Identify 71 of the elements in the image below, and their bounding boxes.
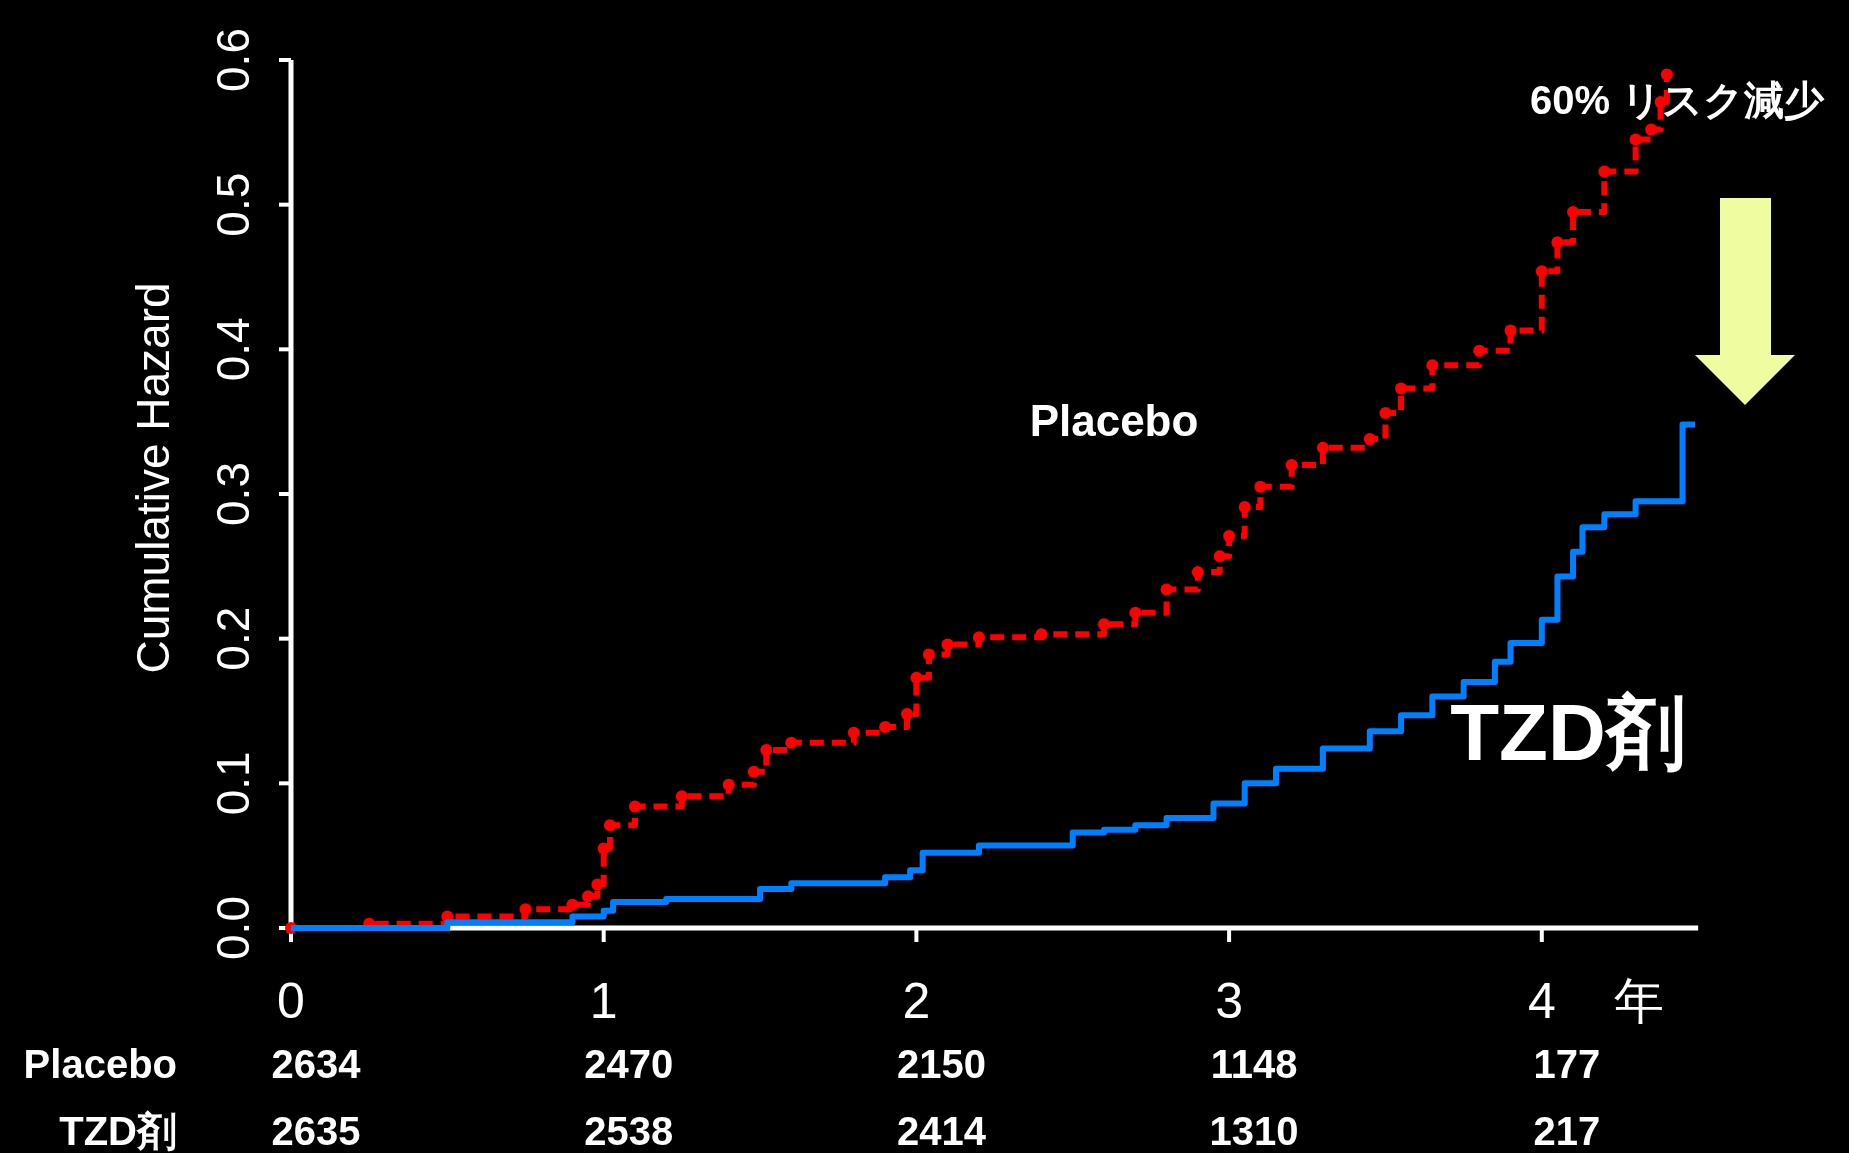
point — [519, 903, 532, 916]
y-axis-title: Cumulative Hazard — [127, 282, 179, 674]
point — [747, 765, 760, 778]
point — [597, 842, 610, 855]
text: 1148 — [1210, 1042, 1298, 1086]
text: 2414 — [896, 1109, 987, 1153]
text: 2635 — [271, 1109, 361, 1153]
y-tick-label: 0.5 — [207, 172, 259, 237]
point — [847, 726, 860, 739]
annotation: 60% リスク減少 — [1529, 78, 1826, 122]
point — [1285, 459, 1298, 472]
point — [1129, 606, 1142, 619]
y-tick-label: 0.2 — [207, 606, 259, 671]
x-tick-label: 3 — [1215, 973, 1244, 1029]
text: TZD剤 — [59, 1109, 177, 1153]
point — [1660, 68, 1673, 81]
x-tick-label: 2 — [902, 973, 931, 1029]
point — [1191, 566, 1204, 579]
x-tick-label: 1 — [589, 973, 618, 1029]
point — [1473, 344, 1486, 357]
y-tick-label: 0.6 — [207, 28, 259, 92]
point — [603, 819, 616, 832]
y-tick-label: 0.0 — [207, 896, 259, 960]
text: 2634 — [271, 1042, 362, 1086]
y-tick-label: 0.4 — [207, 317, 259, 382]
point — [1098, 618, 1111, 631]
point — [941, 638, 954, 651]
point — [879, 720, 892, 733]
point — [566, 898, 579, 911]
point — [1316, 441, 1329, 454]
point — [1035, 628, 1048, 641]
point — [785, 736, 798, 749]
text: 1310 — [1209, 1109, 1299, 1153]
point — [628, 800, 641, 813]
text: 2470 — [584, 1042, 674, 1086]
point — [591, 878, 604, 891]
point — [1395, 382, 1408, 395]
text: 177 — [1533, 1042, 1601, 1086]
point — [910, 671, 923, 684]
series-label: Placebo — [1029, 396, 1199, 445]
x-tick-label: 4 — [1527, 973, 1556, 1029]
point — [901, 707, 914, 720]
point — [582, 890, 595, 903]
text: 2150 — [896, 1042, 986, 1086]
text: 2538 — [584, 1109, 674, 1153]
series-label: TZD剤 — [1450, 688, 1686, 777]
point — [722, 778, 735, 791]
point — [760, 744, 773, 757]
point — [1426, 359, 1439, 372]
point — [1238, 501, 1251, 514]
y-tick-label: 0.3 — [207, 462, 259, 526]
point — [1535, 265, 1548, 278]
point — [1223, 529, 1236, 542]
point — [1504, 324, 1517, 337]
point — [1213, 550, 1226, 563]
text: Placebo — [23, 1042, 177, 1086]
y-tick-label: 0.1 — [207, 751, 259, 816]
point — [922, 648, 935, 661]
point — [1160, 583, 1173, 596]
x-tick-label: 0 — [277, 973, 305, 1029]
text: 217 — [1533, 1109, 1601, 1153]
point — [1379, 406, 1392, 419]
point — [1551, 236, 1564, 249]
x-axis-title: 年 — [1613, 973, 1664, 1029]
point — [675, 790, 688, 803]
point — [1363, 433, 1376, 446]
point — [1598, 165, 1611, 178]
point — [1645, 123, 1658, 136]
point — [1254, 480, 1267, 493]
point — [972, 631, 985, 644]
point — [1629, 133, 1642, 146]
